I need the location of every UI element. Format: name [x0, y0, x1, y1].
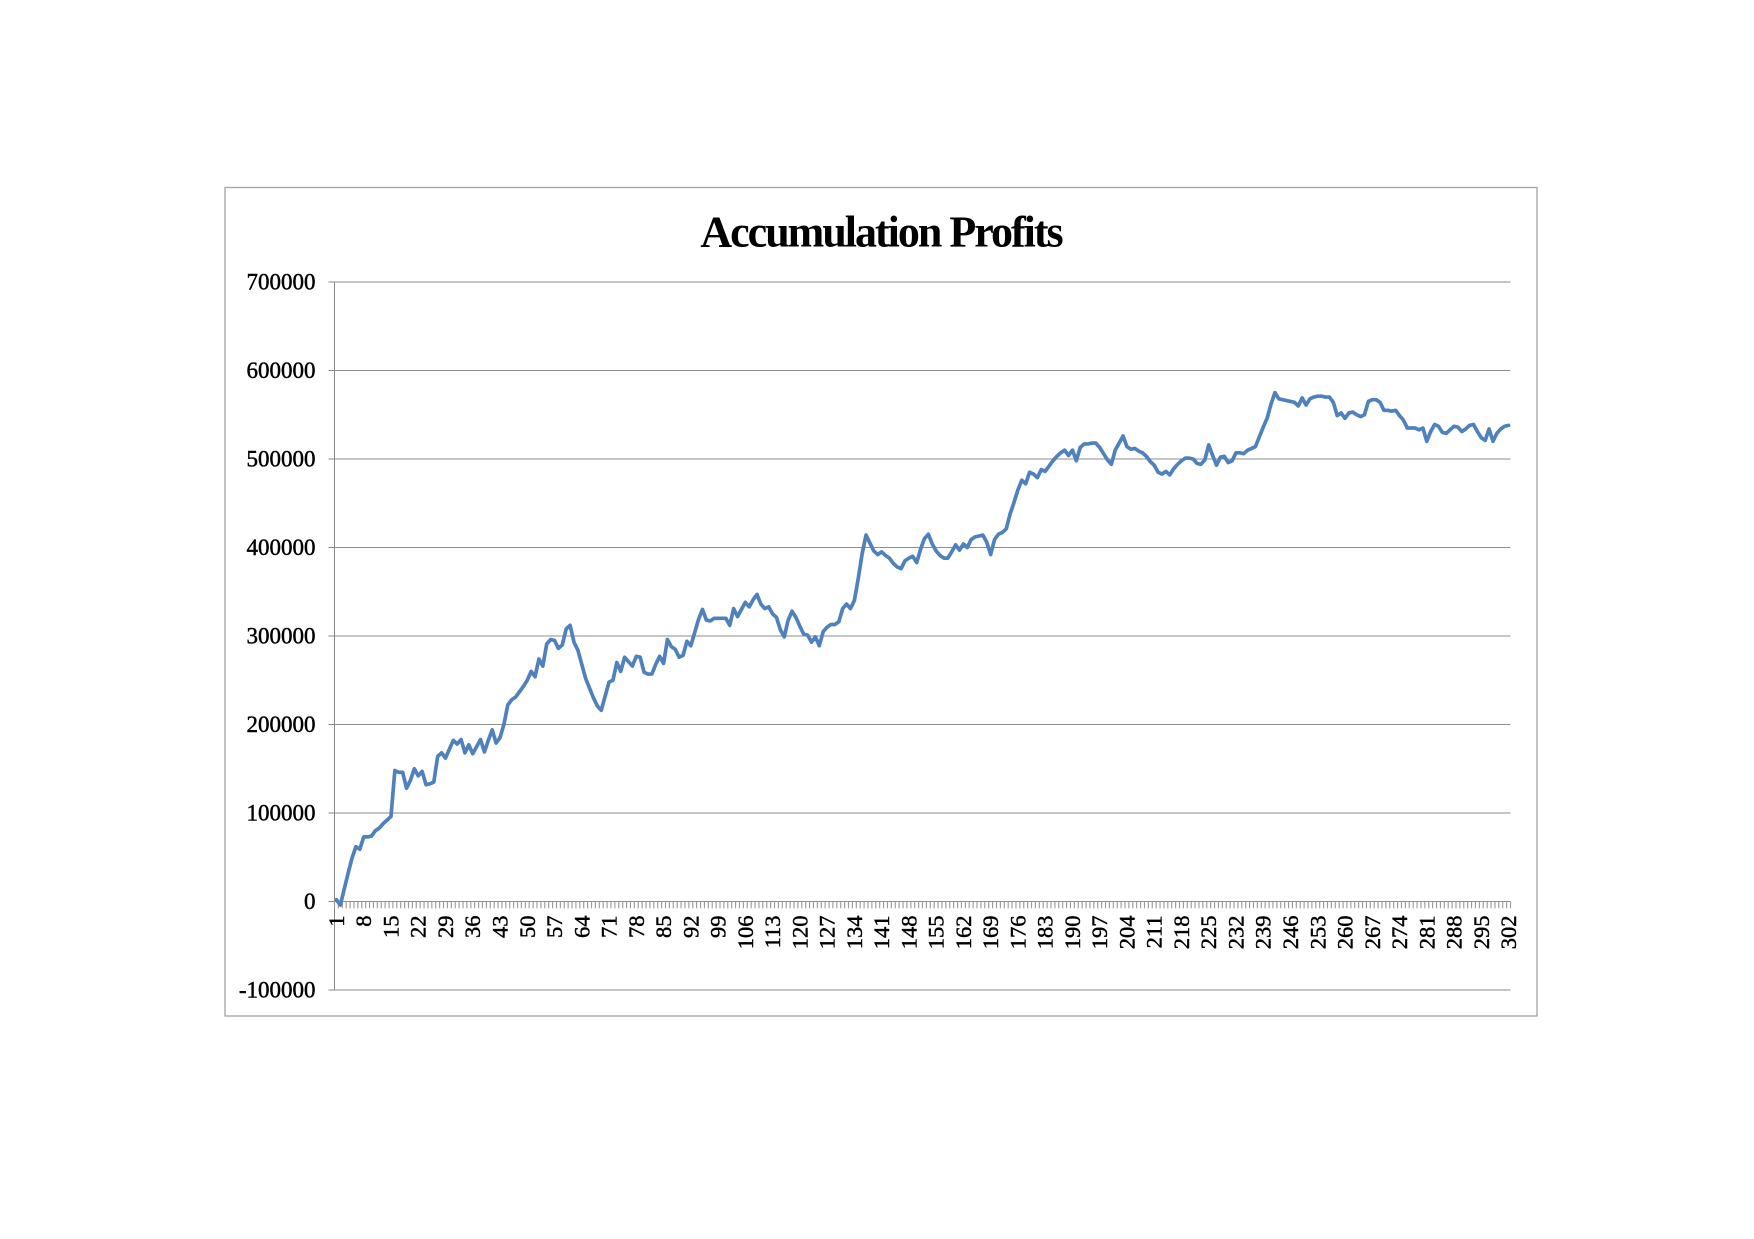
- svg-text:64: 64: [569, 916, 594, 939]
- svg-text:300000: 300000: [247, 624, 316, 649]
- svg-text:218: 218: [1169, 916, 1194, 950]
- svg-text:253: 253: [1305, 916, 1330, 950]
- svg-text:57: 57: [542, 916, 567, 939]
- svg-text:176: 176: [1005, 916, 1030, 950]
- svg-text:260: 260: [1333, 916, 1358, 950]
- svg-text:Accumulation Profits: Accumulation Profits: [700, 208, 1063, 257]
- svg-text:100000: 100000: [247, 801, 316, 826]
- svg-text:600000: 600000: [247, 358, 316, 383]
- svg-text:200000: 200000: [247, 712, 316, 737]
- svg-text:22: 22: [406, 916, 431, 939]
- svg-text:288: 288: [1442, 916, 1467, 950]
- svg-text:120: 120: [787, 916, 812, 950]
- svg-text:190: 190: [1060, 916, 1085, 950]
- svg-text:225: 225: [1196, 916, 1221, 950]
- svg-text:302: 302: [1496, 916, 1521, 950]
- svg-text:71: 71: [597, 916, 622, 939]
- svg-text:36: 36: [460, 916, 485, 939]
- svg-text:78: 78: [624, 916, 649, 939]
- svg-text:85: 85: [651, 916, 676, 939]
- svg-text:127: 127: [815, 916, 840, 950]
- svg-text:232: 232: [1223, 916, 1248, 950]
- svg-text:169: 169: [978, 916, 1003, 950]
- svg-text:204: 204: [1114, 916, 1139, 950]
- svg-text:155: 155: [924, 916, 949, 950]
- svg-text:113: 113: [760, 916, 785, 949]
- svg-text:99: 99: [706, 916, 731, 939]
- svg-text:162: 162: [951, 916, 976, 950]
- svg-text:50: 50: [515, 916, 540, 939]
- svg-text:267: 267: [1360, 916, 1385, 950]
- svg-text:211: 211: [1142, 916, 1167, 949]
- svg-text:500000: 500000: [247, 447, 316, 472]
- svg-text:281: 281: [1414, 916, 1439, 950]
- svg-text:274: 274: [1387, 916, 1412, 950]
- svg-text:0: 0: [304, 889, 316, 914]
- svg-text:148: 148: [896, 916, 921, 950]
- svg-text:-100000: -100000: [239, 978, 316, 1003]
- svg-text:246: 246: [1278, 916, 1303, 950]
- svg-text:400000: 400000: [247, 535, 316, 560]
- svg-text:1: 1: [324, 916, 349, 927]
- svg-text:700000: 700000: [247, 270, 316, 295]
- svg-text:197: 197: [1087, 916, 1112, 950]
- svg-text:141: 141: [869, 916, 894, 950]
- svg-text:43: 43: [488, 916, 513, 939]
- svg-text:239: 239: [1251, 916, 1276, 950]
- svg-text:295: 295: [1469, 916, 1494, 950]
- svg-text:134: 134: [842, 916, 867, 950]
- svg-text:29: 29: [433, 916, 458, 939]
- svg-text:92: 92: [678, 916, 703, 939]
- svg-text:15: 15: [378, 916, 403, 939]
- svg-text:183: 183: [1033, 916, 1058, 950]
- svg-text:106: 106: [733, 916, 758, 950]
- svg-text:8: 8: [351, 916, 376, 927]
